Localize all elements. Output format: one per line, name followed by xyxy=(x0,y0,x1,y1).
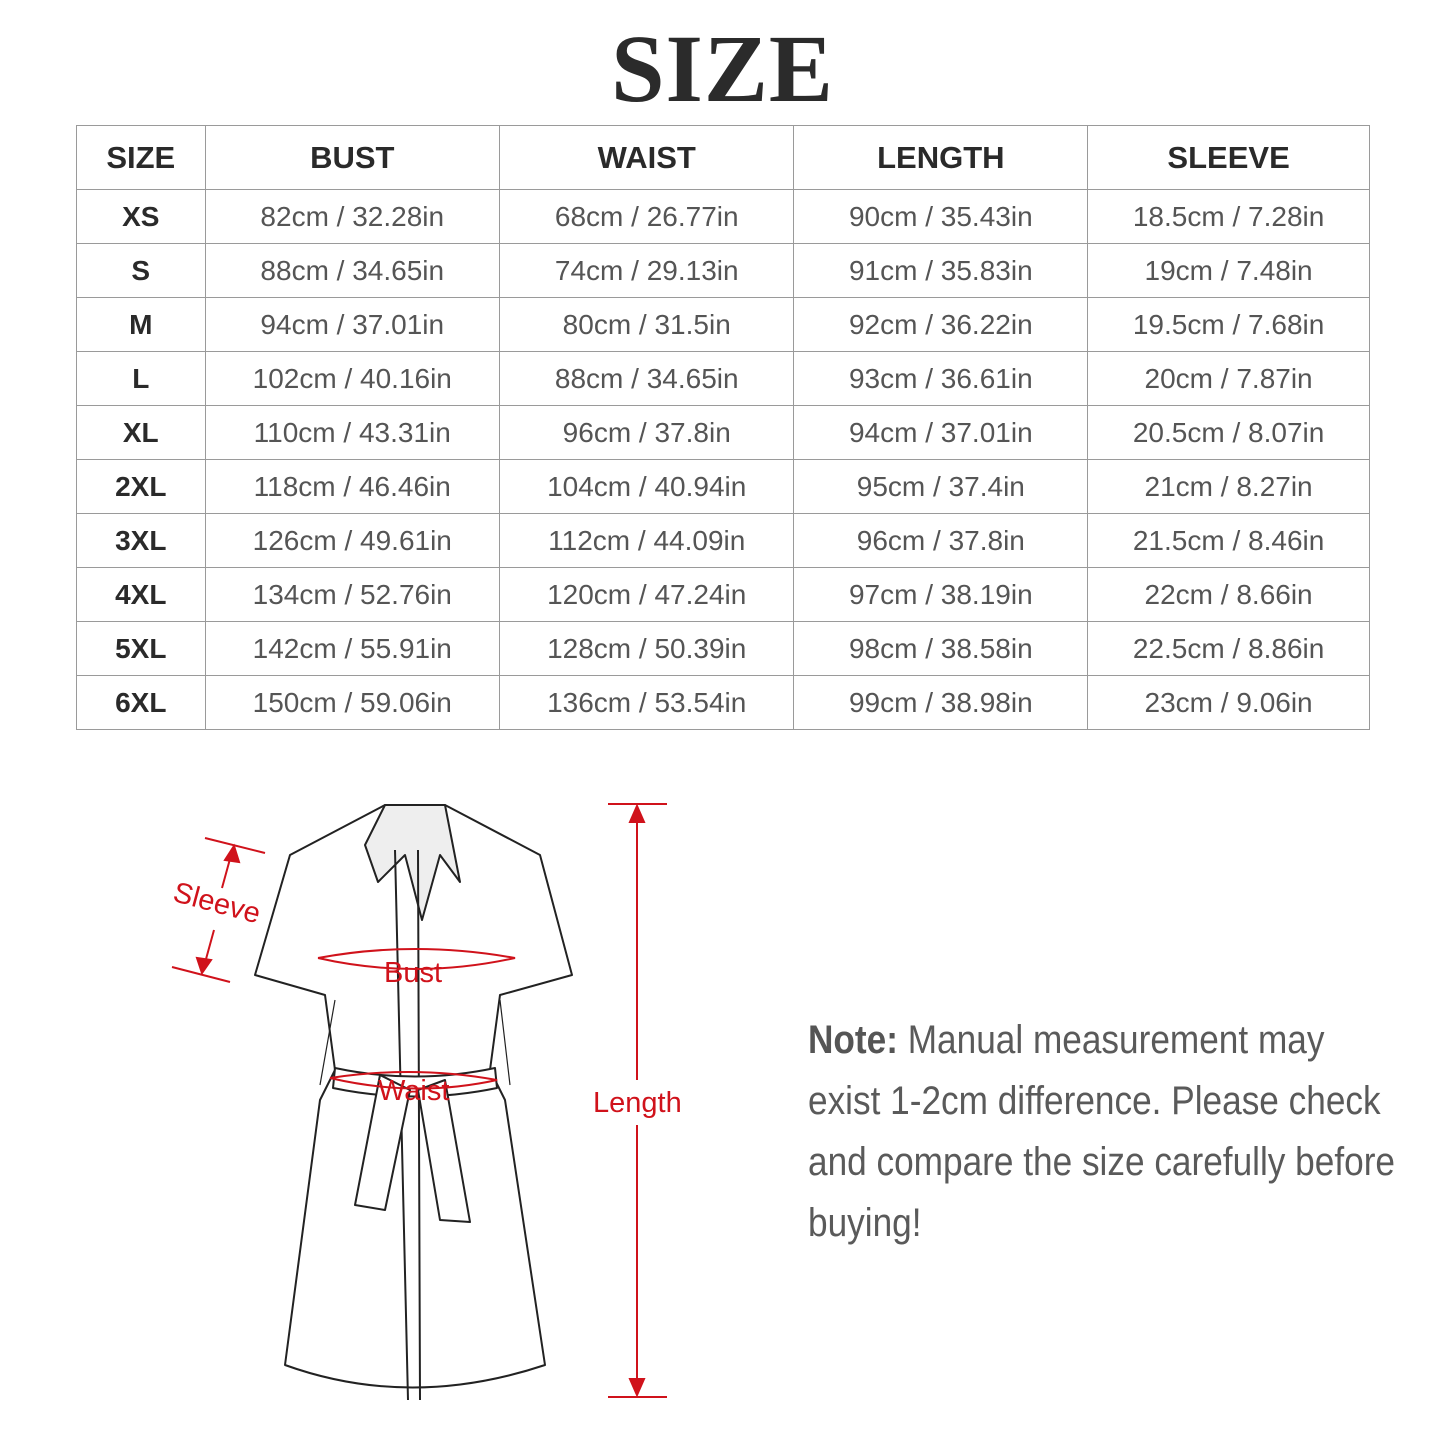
size-cell: L xyxy=(76,351,206,406)
measurement-cell: 80cm / 31.5in xyxy=(498,297,795,352)
measurement-cell: 88cm / 34.65in xyxy=(498,351,795,406)
measurement-cell: 142cm / 55.91in xyxy=(204,621,500,676)
measurement-cell: 20.5cm / 8.07in xyxy=(1087,405,1370,460)
measurement-cell: 134cm / 52.76in xyxy=(204,567,500,622)
arrow-up-icon xyxy=(628,803,646,823)
size-cell: S xyxy=(76,243,206,298)
table-header-row: SIZE BUST WAIST LENGTH SLEEVE xyxy=(76,125,1370,190)
size-cell: 3XL xyxy=(76,513,206,568)
measurement-cell: 110cm / 43.31in xyxy=(204,405,500,460)
measurement-cell: 23cm / 9.06in xyxy=(1087,675,1370,730)
measurement-cell: 95cm / 37.4in xyxy=(793,459,1089,514)
table-row: S 88cm / 34.65in 74cm / 29.13in 91cm / 35.8… xyxy=(76,243,1370,298)
arrow-down-icon xyxy=(628,1378,646,1398)
column-header-waist: WAIST xyxy=(498,125,795,190)
measurement-cell: 93cm / 36.61in xyxy=(793,351,1089,406)
measurement-cell: 18.5cm / 7.28in xyxy=(1087,189,1370,244)
measurement-cell: 21.5cm / 8.46in xyxy=(1087,513,1370,568)
measurement-cell: 91cm / 35.83in xyxy=(793,243,1089,298)
size-cell: XL xyxy=(76,405,206,460)
length-label: Length xyxy=(593,1087,682,1119)
measurement-cell: 20cm / 7.87in xyxy=(1087,351,1370,406)
measurement-cell: 128cm / 50.39in xyxy=(498,621,795,676)
note-text: Manual measurement may exist 1-2cm diffe… xyxy=(808,1018,1395,1245)
size-cell: 5XL xyxy=(76,621,206,676)
dress-outline xyxy=(254,804,573,1401)
measurement-cell: 92cm / 36.22in xyxy=(793,297,1089,352)
table-row: L 102cm / 40.16in 88cm / 34.65in 93cm / 36.… xyxy=(76,351,1370,406)
size-table: SIZE BUST WAIST LENGTH SLEEVE XS 82cm / 32.28… xyxy=(76,125,1370,730)
measurement-cell: 21cm / 8.27in xyxy=(1087,459,1370,514)
table-row: M 94cm / 37.01in 80cm / 31.5in 92cm / 36.22… xyxy=(76,297,1370,352)
table-row: XL 110cm / 43.31in 96cm / 37.8in 94cm / 37.… xyxy=(76,405,1370,460)
size-cell: 2XL xyxy=(76,459,206,514)
measurement-cell: 97cm / 38.19in xyxy=(793,567,1089,622)
measurement-cell: 126cm / 49.61in xyxy=(204,513,500,568)
size-cell: XS xyxy=(76,189,206,244)
measurement-cell: 74cm / 29.13in xyxy=(498,243,795,298)
measurement-cell: 120cm / 47.24in xyxy=(498,567,795,622)
measurement-cell: 104cm / 40.94in xyxy=(498,459,795,514)
measurement-cell: 118cm / 46.46in xyxy=(204,459,500,514)
measurement-cell: 136cm / 53.54in xyxy=(498,675,795,730)
measurement-cell: 19cm / 7.48in xyxy=(1087,243,1370,298)
table-row: 2XL 118cm / 46.46in 104cm / 40.94in 95cm / … xyxy=(76,459,1370,514)
measurement-lines xyxy=(171,803,667,1398)
table-row: 4XL 134cm / 52.76in 120cm / 47.24in 97cm / … xyxy=(76,567,1370,622)
bust-label: Bust xyxy=(384,957,442,989)
size-cell: 6XL xyxy=(76,675,206,730)
measurement-cell: 19.5cm / 7.68in xyxy=(1087,297,1370,352)
dress-diagram: Sleeve Bust Waist Length xyxy=(170,803,682,1401)
page-title: SIZE xyxy=(611,15,834,122)
measurement-cell: 96cm / 37.8in xyxy=(498,405,795,460)
waist-label: Waist xyxy=(378,1075,449,1107)
measurement-cell: 22.5cm / 8.86in xyxy=(1087,621,1370,676)
measurement-cell: 150cm / 59.06in xyxy=(204,675,500,730)
measurement-cell: 102cm / 40.16in xyxy=(204,351,500,406)
measurement-cell: 112cm / 44.09in xyxy=(498,513,795,568)
table-row: 3XL 126cm / 49.61in 112cm / 44.09in 96cm / … xyxy=(76,513,1370,568)
measurement-note: Note: Manual measurement may exist 1-2cm… xyxy=(808,1010,1406,1254)
measurement-cell: 68cm / 26.77in xyxy=(498,189,795,244)
note-prefix: Note: xyxy=(808,1018,898,1062)
measurement-cell: 99cm / 38.98in xyxy=(793,675,1089,730)
column-header-size: SIZE xyxy=(76,125,206,190)
measurement-cell: 22cm / 8.66in xyxy=(1087,567,1370,622)
sleeve-label: Sleeve xyxy=(170,876,264,930)
measurement-cell: 94cm / 37.01in xyxy=(793,405,1089,460)
measurement-cell: 88cm / 34.65in xyxy=(204,243,500,298)
table-row: 6XL 150cm / 59.06in 136cm / 53.54in 99cm / … xyxy=(76,675,1370,730)
column-header-sleeve: SLEEVE xyxy=(1087,125,1370,190)
column-header-length: LENGTH xyxy=(793,125,1089,190)
measurement-cell: 90cm / 35.43in xyxy=(793,189,1089,244)
table-row: 5XL 142cm / 55.91in 128cm / 50.39in 98cm / … xyxy=(76,621,1370,676)
table-row: XS 82cm / 32.28in 68cm / 26.77in 90cm / 35.… xyxy=(76,189,1370,244)
measurement-cell: 96cm / 37.8in xyxy=(793,513,1089,568)
measurement-cell: 98cm / 38.58in xyxy=(793,621,1089,676)
column-header-bust: BUST xyxy=(204,125,500,190)
measurement-cell: 82cm / 32.28in xyxy=(204,189,500,244)
measurement-cell: 94cm / 37.01in xyxy=(204,297,500,352)
size-cell: 4XL xyxy=(76,567,206,622)
size-cell: M xyxy=(76,297,206,352)
